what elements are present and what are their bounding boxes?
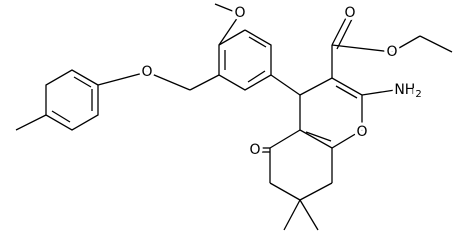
atom-label: O: [234, 5, 245, 21]
atom-label: O: [386, 44, 397, 60]
atom-label: O: [141, 64, 152, 80]
atom-label: NH2: [394, 82, 421, 100]
atom-label: O: [344, 5, 355, 21]
atom-labels: O O O O O O NH2: [138, 2, 424, 161]
amine-text: NH: [394, 82, 415, 98]
amine-subscript: 2: [415, 89, 421, 100]
atom-label: O: [356, 124, 367, 140]
bonds: [15, 3, 453, 231]
atom-label: O: [249, 142, 260, 158]
